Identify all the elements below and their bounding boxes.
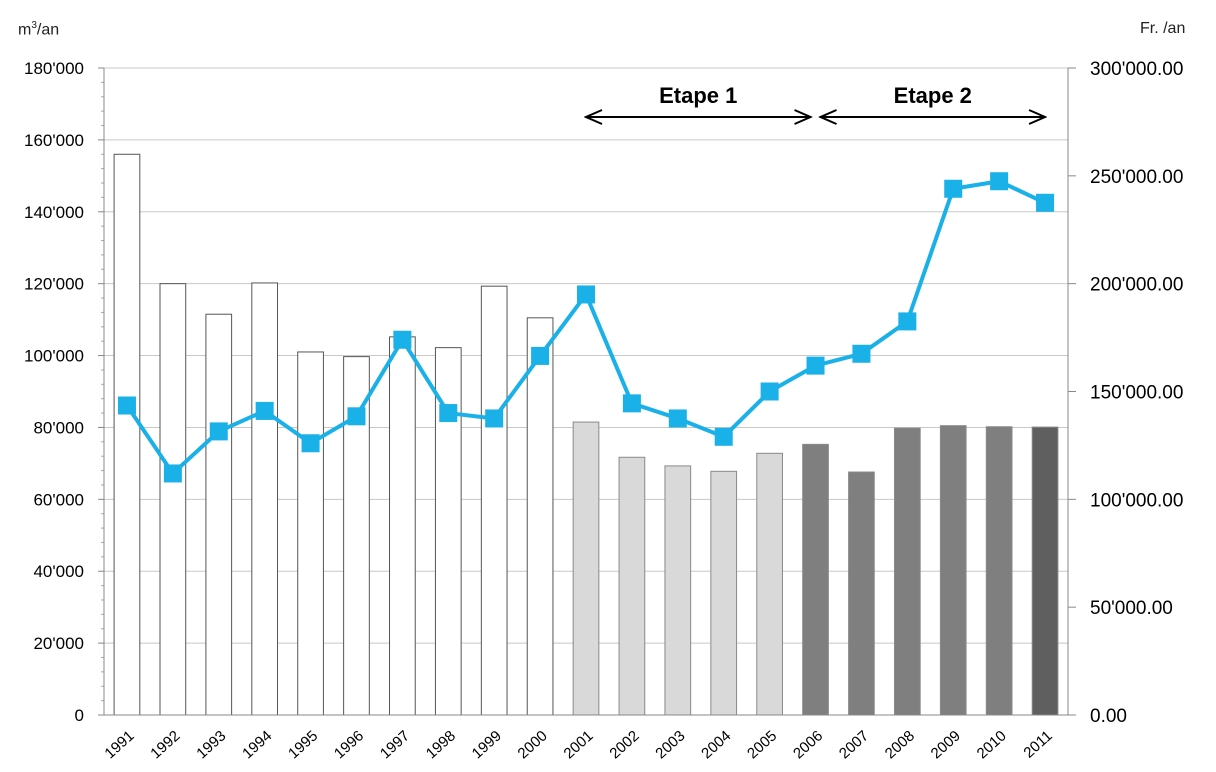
bar <box>664 465 692 716</box>
line-marker <box>255 401 274 420</box>
line-marker <box>1036 193 1055 212</box>
x-tick-label: 1994 <box>239 727 275 762</box>
bar <box>389 336 416 716</box>
left-tick-label: 20'000 <box>33 634 84 653</box>
bar <box>480 285 508 716</box>
line-marker <box>806 356 825 375</box>
line-marker <box>393 330 412 349</box>
x-tick-label: 1993 <box>193 727 229 762</box>
left-tick-label: 140'000 <box>24 203 84 222</box>
left-tick-label: 0 <box>75 706 84 725</box>
right-tick-label: 0.00 <box>1090 706 1127 727</box>
line-marker <box>577 285 595 304</box>
x-tick-label: 2001 <box>560 727 596 762</box>
right-axis-unit: Fr. /an <box>1140 20 1186 37</box>
bar <box>434 347 462 716</box>
x-tick-label: 2003 <box>652 727 688 762</box>
x-tick-label: 2002 <box>606 727 642 762</box>
bar <box>618 456 646 716</box>
x-tick-label: 2008 <box>882 727 918 762</box>
right-tick-label: 200'000.00 <box>1090 275 1183 296</box>
x-tick-label: 2010 <box>974 727 1010 762</box>
annotations: Etape 1 Etape 2 <box>586 83 1045 117</box>
line-marker <box>301 434 320 453</box>
left-tick-label: 160'000 <box>24 131 84 150</box>
line-marker <box>760 382 779 401</box>
line-marker <box>439 404 458 423</box>
x-tick-label: 2007 <box>836 727 872 762</box>
x-tick-label: 2000 <box>515 727 551 762</box>
right-tick-label: 150'000.00 <box>1090 383 1183 404</box>
line-marker <box>209 422 228 441</box>
left-tick-label: 120'000 <box>24 275 84 294</box>
etape-label: Etape 1 <box>659 83 737 108</box>
bar <box>251 282 279 716</box>
x-tick-label: 1999 <box>469 727 505 762</box>
x-tick-label: 2005 <box>744 727 780 762</box>
line-marker <box>485 409 504 428</box>
x-tick-label: 1998 <box>423 727 459 762</box>
right-tick-label: 100'000.00 <box>1090 490 1183 511</box>
right-tick-label: 50'000.00 <box>1090 598 1173 619</box>
bar <box>756 452 783 716</box>
x-tick-label: 1995 <box>285 727 321 762</box>
line-marker <box>117 396 136 415</box>
bar <box>848 471 875 716</box>
line-marker <box>990 172 1009 191</box>
left-tick-label: 80'000 <box>33 418 84 437</box>
line-series <box>117 172 1055 483</box>
bar <box>802 443 829 716</box>
bar <box>572 421 600 716</box>
line-marker <box>898 312 917 331</box>
x-tick-label: 1997 <box>377 727 413 762</box>
bar <box>985 426 1013 716</box>
x-tick-label: 2006 <box>790 727 826 762</box>
x-tick-label: 1992 <box>147 727 183 762</box>
bar <box>526 317 554 716</box>
bar <box>159 283 187 716</box>
left-tick-label: 100'000 <box>24 347 84 366</box>
line-marker <box>852 344 871 363</box>
bar <box>939 425 967 716</box>
right-tick-label: 300'000.00 <box>1090 59 1183 80</box>
left-tick-label: 40'000 <box>33 562 84 581</box>
line-marker <box>714 427 733 446</box>
left-tick-label: 180'000 <box>24 59 84 78</box>
line-marker <box>622 394 641 413</box>
left-tick-label: 60'000 <box>33 490 84 509</box>
axes <box>98 67 1076 716</box>
right-tick-label: 250'000.00 <box>1090 167 1183 188</box>
left-axis-unit: m3/an <box>18 20 60 39</box>
bar <box>710 470 738 716</box>
line-marker <box>531 346 550 365</box>
line-marker <box>347 407 366 426</box>
x-tick-label: 2004 <box>698 727 734 762</box>
bar <box>893 427 921 716</box>
line-marker <box>668 409 687 428</box>
etape-label: Etape 2 <box>894 83 972 108</box>
bar <box>297 351 324 716</box>
x-tick-label: 1991 <box>101 727 137 762</box>
x-tick-label: 2011 <box>1020 727 1055 761</box>
bar <box>113 153 141 716</box>
x-tick-label: 2009 <box>928 727 964 762</box>
x-tick-label: 1996 <box>331 727 367 762</box>
line-marker <box>944 179 963 198</box>
bar <box>1031 426 1059 716</box>
bar-series <box>113 153 1059 716</box>
bar <box>205 313 233 716</box>
line-marker <box>163 464 182 483</box>
